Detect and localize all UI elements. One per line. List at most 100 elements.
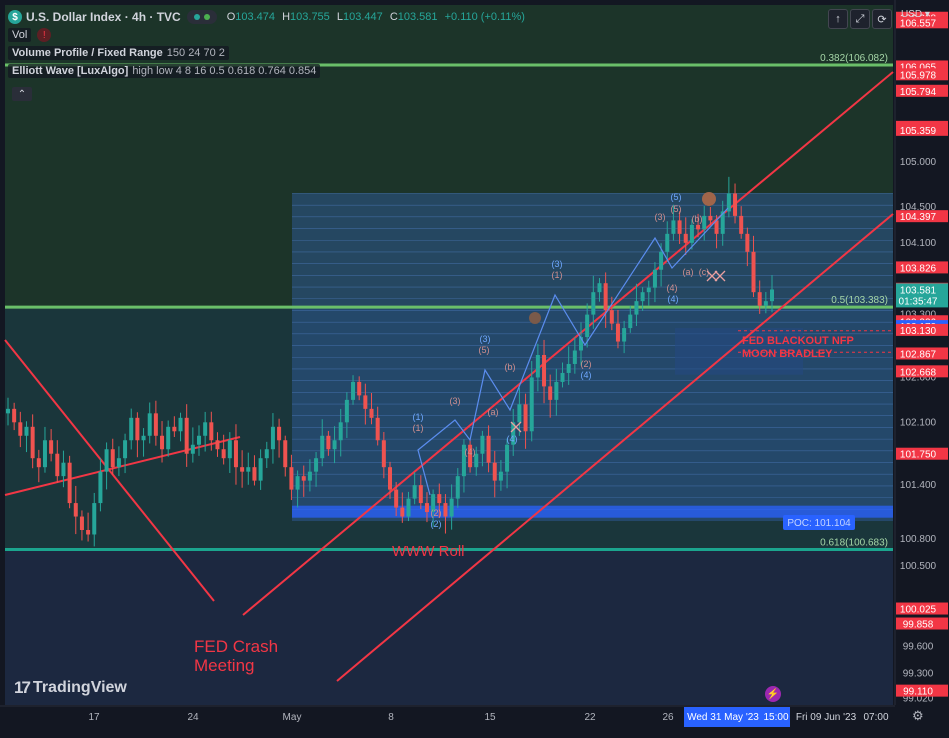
wave-cross-icon — [714, 270, 726, 282]
time-tick-label: 17 — [88, 712, 100, 723]
candle-body — [560, 372, 565, 382]
price-label: 103.581 — [900, 285, 937, 296]
indicator-volume-profile[interactable]: Volume Profile / Fixed Range 150 24 70 2 — [8, 46, 229, 60]
wave-label: (1) — [413, 412, 424, 422]
wave-label: (4) — [667, 283, 678, 293]
currency-dollar-icon: $ — [8, 10, 22, 24]
candle-body — [566, 363, 571, 373]
volume-indicator-label[interactable]: Vol — [8, 28, 32, 42]
ohlc-readout: O103.474 H103.755 L103.447 C103.581 +0.1… — [226, 11, 525, 23]
price-label: 104.397 — [900, 212, 937, 223]
low-value: 103.447 — [342, 11, 383, 23]
expand-icon: ⤢ — [855, 12, 865, 25]
candle-body — [18, 422, 23, 436]
candle-body — [314, 458, 319, 472]
candle-body — [233, 440, 238, 468]
price-tick-label: 103.300 — [900, 310, 937, 321]
price-label-bg — [896, 261, 948, 274]
candle-body — [12, 408, 17, 423]
price-label: 106.557 — [900, 18, 937, 29]
time-tick-label: May — [283, 712, 302, 723]
time-tick-label: 8 — [388, 712, 394, 723]
candle-body — [116, 458, 121, 468]
chevron-up-icon: ⌃ — [17, 88, 27, 100]
candle-body — [492, 462, 497, 481]
candle-body — [104, 449, 109, 472]
poc-label-bg — [783, 515, 855, 530]
candle-body — [572, 350, 577, 364]
candle-body — [73, 503, 78, 517]
trend-line — [242, 71, 894, 616]
wave-label: (b) — [692, 214, 703, 224]
wave-label: (4) — [507, 434, 518, 444]
market-open-dot-icon — [193, 14, 200, 20]
price-label-bg — [896, 323, 948, 336]
candle-body — [585, 314, 590, 338]
tradingview-logo: 17 TradingView — [14, 678, 127, 697]
price-tick-label: 104.500 — [900, 202, 937, 213]
time-tick-label: 26 — [662, 712, 674, 723]
candle-body — [757, 292, 762, 306]
time-highlight-label: 07:00 — [863, 712, 888, 723]
change-value: +0.110 (+0.11%) — [444, 11, 525, 23]
price-tick-label: 99.600 — [903, 642, 934, 653]
candle-body — [591, 292, 596, 315]
candle-body — [622, 328, 627, 342]
price-label: 99.110 — [903, 687, 933, 698]
trend-line — [336, 213, 894, 682]
wave-label: (5) — [479, 345, 490, 355]
market-status-pill[interactable] — [186, 10, 217, 24]
candle-body — [542, 355, 547, 387]
candle-body — [424, 503, 429, 513]
candle-body — [480, 435, 485, 454]
trend-line — [4, 339, 215, 602]
indicator-elliott-wave[interactable]: Elliott Wave [LuxAlgo] high low 4 8 16 0… — [8, 64, 321, 78]
poc-bar — [292, 505, 893, 518]
wave-label: (5) — [671, 192, 682, 202]
candle-body — [196, 435, 202, 445]
currency-selector[interactable]: USD ▾ — [901, 9, 930, 20]
candle-body — [141, 435, 146, 441]
candle-body — [79, 516, 84, 530]
scroll-up-button[interactable]: ↑ — [828, 9, 848, 29]
candle-body — [634, 301, 639, 315]
wave-label: (2) — [581, 359, 592, 369]
price-tick-label: 102.100 — [900, 417, 937, 428]
wave-label: (5) — [671, 204, 682, 214]
warning-icon[interactable]: ! — [37, 28, 52, 42]
candle-body — [683, 233, 688, 243]
wave-label: (1) — [413, 423, 424, 433]
price-label: 105.794 — [900, 87, 937, 98]
fullscreen-button[interactable]: ⤢ — [850, 9, 870, 29]
price-tick-label: 102.600 — [900, 372, 937, 383]
candle-body — [351, 381, 356, 400]
candle-body — [751, 251, 756, 293]
candle-body — [671, 220, 676, 234]
wave-label: (3) — [552, 259, 563, 269]
price-label-bg — [896, 68, 948, 81]
annotation-meeting: Meeting — [194, 656, 254, 675]
candle-body — [283, 440, 288, 468]
poc-label: POC: 101.104 — [787, 518, 851, 529]
candle-body — [55, 453, 60, 477]
candle-body — [646, 287, 651, 293]
symbol-title[interactable]: U.S. Dollar Index · 4h · TVC — [26, 10, 181, 24]
wave-label: (a) — [488, 407, 499, 417]
candle-body — [714, 220, 719, 234]
candle-body — [110, 449, 115, 468]
settings-gear-icon[interactable]: ⚙ — [912, 708, 924, 723]
candle-body — [209, 422, 214, 441]
wave-label: (4) — [581, 370, 592, 380]
candle-body — [511, 422, 516, 445]
candle-body — [708, 215, 713, 221]
candle-body — [215, 440, 220, 450]
collapse-legend-button[interactable]: ⌃ — [12, 87, 32, 101]
candle-body — [190, 444, 195, 454]
reset-button[interactable]: ⟳ — [872, 9, 892, 29]
candle-body — [147, 413, 152, 436]
candle-body — [375, 417, 380, 441]
candle-body — [307, 471, 312, 481]
event-bolt-icon[interactable]: ⚡ — [765, 686, 781, 702]
